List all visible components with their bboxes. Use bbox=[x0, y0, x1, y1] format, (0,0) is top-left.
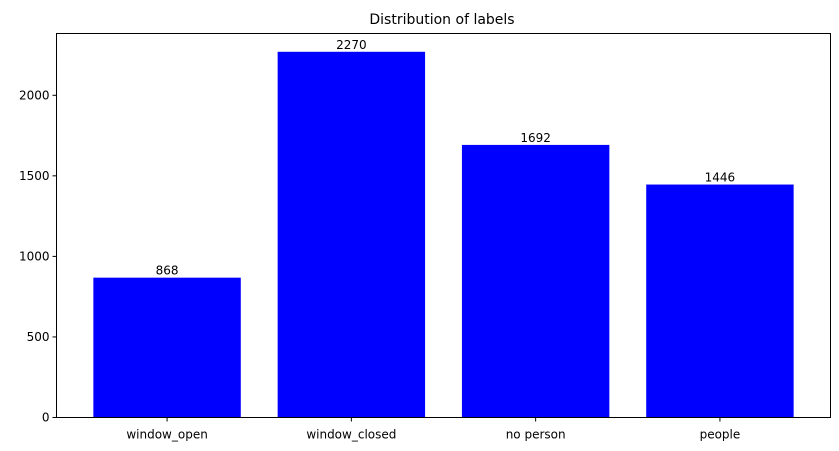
bar-value-label: 868 bbox=[156, 264, 179, 278]
y-tick-label: 1000 bbox=[19, 249, 50, 263]
bar-no-person bbox=[461, 144, 610, 418]
y-tick-label: 500 bbox=[27, 330, 50, 344]
bar-window_open bbox=[93, 277, 241, 418]
y-axis: 0 500 1000 1500 2000 bbox=[19, 88, 57, 425]
bar-value-label: 1692 bbox=[520, 131, 551, 145]
y-tick-label: 2000 bbox=[19, 88, 50, 102]
x-tick-label: people bbox=[700, 428, 741, 442]
chart-title: Distribution of labels bbox=[369, 12, 514, 28]
x-tick-label: no person bbox=[506, 428, 566, 442]
bar-value-label: 1446 bbox=[705, 171, 736, 185]
plot-frame bbox=[56, 33, 831, 418]
data-labels-group: 868 2270 1692 1446 bbox=[156, 38, 736, 278]
bars-group bbox=[93, 51, 794, 418]
x-axis: window_open window_closed no person people bbox=[126, 417, 741, 442]
x-tick-label: window_closed bbox=[306, 428, 396, 442]
y-tick-label: 0 bbox=[42, 411, 50, 425]
bar-window_closed bbox=[277, 51, 426, 418]
y-tick-label: 1500 bbox=[19, 169, 50, 183]
x-tick-label: window_open bbox=[126, 428, 207, 442]
bar-value-label: 2270 bbox=[336, 38, 367, 52]
bar-people bbox=[646, 184, 794, 418]
